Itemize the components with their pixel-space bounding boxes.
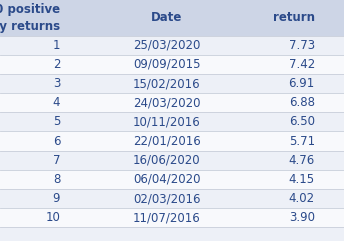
Bar <box>0 93 344 112</box>
Text: 3: 3 <box>53 77 60 90</box>
Text: 6.91: 6.91 <box>289 77 315 90</box>
Text: 2: 2 <box>53 58 60 71</box>
Text: 11/07/2016: 11/07/2016 <box>133 211 201 224</box>
Text: 02/03/2016: 02/03/2016 <box>133 192 201 205</box>
Text: 16/06/2020: 16/06/2020 <box>133 154 201 167</box>
Text: 7: 7 <box>53 154 60 167</box>
Text: 09/09/2015: 09/09/2015 <box>133 58 201 71</box>
Text: Top 10 positive
daily returns: Top 10 positive daily returns <box>0 3 60 33</box>
Text: 10: 10 <box>45 211 60 224</box>
Text: 06/04/2020: 06/04/2020 <box>133 173 201 186</box>
Text: 5.71: 5.71 <box>289 134 315 147</box>
Text: return: return <box>273 11 315 24</box>
Text: 6.50: 6.50 <box>289 115 315 128</box>
Text: 6: 6 <box>53 134 60 147</box>
Text: 7.42: 7.42 <box>289 58 315 71</box>
Text: 9: 9 <box>53 192 60 205</box>
Text: 22/01/2016: 22/01/2016 <box>133 134 201 147</box>
Bar <box>0 74 344 93</box>
Bar <box>0 151 344 170</box>
Text: 15/02/2016: 15/02/2016 <box>133 77 201 90</box>
Text: 10/11/2016: 10/11/2016 <box>133 115 201 128</box>
Bar <box>0 55 344 74</box>
Bar <box>0 132 344 151</box>
Bar <box>0 189 344 208</box>
Text: 1: 1 <box>53 39 60 52</box>
Text: 4.15: 4.15 <box>289 173 315 186</box>
Text: 8: 8 <box>53 173 60 186</box>
Text: 24/03/2020: 24/03/2020 <box>133 96 201 109</box>
Bar <box>0 112 344 132</box>
Text: 4.02: 4.02 <box>289 192 315 205</box>
Text: 3.90: 3.90 <box>289 211 315 224</box>
Bar <box>0 0 344 36</box>
Text: 25/03/2020: 25/03/2020 <box>133 39 201 52</box>
Bar <box>0 36 344 55</box>
Text: 4.76: 4.76 <box>289 154 315 167</box>
Text: 6.88: 6.88 <box>289 96 315 109</box>
Bar <box>0 170 344 189</box>
Text: Date: Date <box>151 11 183 24</box>
Text: 4: 4 <box>53 96 60 109</box>
Text: 5: 5 <box>53 115 60 128</box>
Text: 7.73: 7.73 <box>289 39 315 52</box>
Bar <box>0 208 344 227</box>
